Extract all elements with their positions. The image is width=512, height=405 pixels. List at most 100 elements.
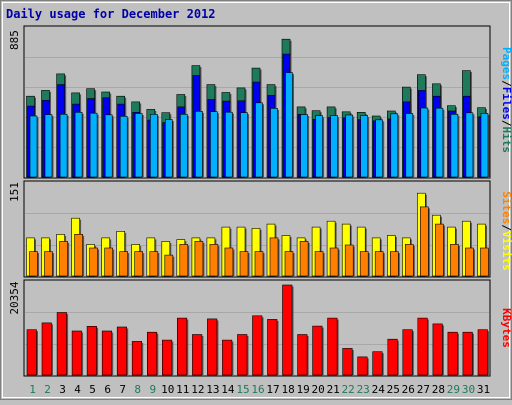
bar-pages-day-23 — [360, 115, 369, 178]
bar-pages-day-2 — [44, 114, 53, 178]
bar-sites-day-8 — [134, 251, 143, 277]
legend-hits: Hits — [500, 127, 512, 154]
bar-kbytes-day-23 — [357, 356, 368, 376]
bar-pages-day-25 — [390, 113, 399, 178]
bar-pages-day-22 — [345, 114, 354, 178]
bar-pages-day-20 — [315, 115, 323, 178]
bar-pages-day-29 — [450, 114, 459, 178]
day-label-31: 31 — [477, 383, 490, 396]
hits-ymax-label: 885 — [8, 30, 21, 50]
bar-pages-day-15 — [240, 112, 248, 178]
bar-sites-day-7 — [119, 251, 128, 277]
bar-kbytes-day-5 — [86, 325, 97, 376]
day-label-6: 6 — [104, 383, 111, 396]
bar-kbytes-day-28 — [432, 323, 443, 376]
bar-kbytes-day-25 — [387, 338, 398, 376]
day-label-2: 2 — [44, 383, 51, 396]
bar-kbytes-day-20 — [312, 325, 323, 376]
bar-pages-day-7 — [119, 116, 128, 178]
bar-sites-day-15 — [239, 251, 249, 277]
day-label-14: 14 — [221, 383, 235, 396]
bar-kbytes-day-10 — [162, 339, 173, 376]
legend-sep-2: / — [500, 120, 512, 127]
day-label-9: 9 — [149, 383, 156, 396]
bar-sites-day-21 — [329, 247, 339, 277]
bar-kbytes-day-3 — [56, 312, 67, 376]
bar-sites-day-18 — [284, 251, 294, 277]
bar-pages-day-27 — [420, 107, 429, 178]
legend-sep-1: / — [500, 80, 512, 87]
day-label-11: 11 — [176, 383, 189, 396]
bar-pages-day-10 — [165, 119, 173, 178]
bar-sites-day-26 — [404, 244, 414, 277]
bar-kbytes-day-17 — [267, 319, 278, 376]
kbytes-legend: KBytes — [500, 308, 512, 348]
bar-kbytes-day-8 — [131, 341, 142, 376]
day-label-17: 17 — [266, 383, 279, 396]
bar-sites-day-30 — [465, 247, 474, 277]
bar-sites-day-14 — [224, 247, 234, 277]
bar-pages-day-21 — [330, 115, 338, 178]
visits-legend: Sites/Visits — [500, 191, 512, 271]
day-label-18: 18 — [281, 383, 294, 396]
day-labels: 1 2 3 4 5 6 7 8 9 10 11 12 13 14 15 16 17 18 19 20 21 22 23 24 2… — [29, 383, 490, 396]
bar-pages-day-24 — [375, 119, 384, 178]
bar-sites-day-13 — [209, 244, 219, 277]
bar-kbytes-day-7 — [116, 326, 127, 376]
bars-layer — [26, 38, 490, 376]
bar-kbytes-day-11 — [177, 317, 188, 376]
bar-pages-day-3 — [59, 114, 68, 178]
bar-kbytes-day-14 — [222, 339, 233, 376]
bar-pages-day-28 — [435, 107, 444, 178]
day-label-5: 5 — [89, 383, 96, 396]
bar-kbytes-day-2 — [41, 322, 52, 376]
bar-sites-day-19 — [299, 241, 309, 277]
bar-sites-day-4 — [74, 234, 83, 277]
bar-sites-day-6 — [104, 247, 113, 277]
bar-pages-day-5 — [89, 112, 98, 178]
bar-pages-day-19 — [300, 114, 308, 178]
legend-files: Files — [500, 87, 512, 120]
day-label-20: 20 — [311, 383, 324, 396]
bar-pages-day-26 — [405, 113, 414, 178]
bar-pages-day-9 — [150, 114, 158, 178]
legend-sep-3: / — [500, 224, 512, 231]
bar-pages-day-30 — [465, 112, 474, 178]
legend-pages: Pages — [500, 47, 512, 80]
bar-sites-day-17 — [269, 237, 279, 277]
bar-pages-day-4 — [74, 112, 83, 178]
bar-sites-day-10 — [164, 254, 174, 277]
day-label-21: 21 — [327, 383, 340, 396]
bar-pages-day-1 — [29, 115, 38, 178]
inner-frame — [2, 2, 510, 398]
visits-ymax-label: 151 — [8, 182, 21, 202]
bar-sites-day-28 — [435, 223, 444, 277]
bar-pages-day-12 — [195, 111, 203, 178]
day-label-22: 22 — [342, 383, 355, 396]
bar-kbytes-day-19 — [297, 334, 308, 376]
day-label-23: 23 — [357, 383, 370, 396]
bar-sites-day-27 — [419, 206, 429, 277]
bar-pages-day-18 — [285, 72, 293, 178]
day-label-3: 3 — [59, 383, 66, 396]
day-label-13: 13 — [206, 383, 219, 396]
day-label-26: 26 — [402, 383, 415, 396]
bar-sites-day-29 — [450, 244, 459, 277]
bar-pages-day-6 — [104, 114, 113, 178]
bar-sites-day-3 — [59, 241, 68, 277]
bar-sites-day-5 — [89, 247, 98, 277]
bar-kbytes-day-22 — [342, 348, 353, 376]
chart-title: Daily usage for December 2012 — [6, 7, 216, 21]
bar-pages-day-31 — [480, 113, 489, 178]
bar-kbytes-day-27 — [417, 317, 428, 376]
bar-sites-day-12 — [194, 241, 204, 277]
day-label-27: 27 — [417, 383, 430, 396]
legend-visits: Visits — [500, 231, 512, 271]
day-label-10: 10 — [161, 383, 174, 396]
bar-kbytes-day-9 — [147, 331, 158, 376]
bar-sites-day-9 — [149, 251, 159, 277]
day-label-28: 28 — [432, 383, 445, 396]
bar-sites-day-2 — [44, 251, 53, 277]
hits-legend: Pages/Files/Hits — [500, 47, 512, 153]
